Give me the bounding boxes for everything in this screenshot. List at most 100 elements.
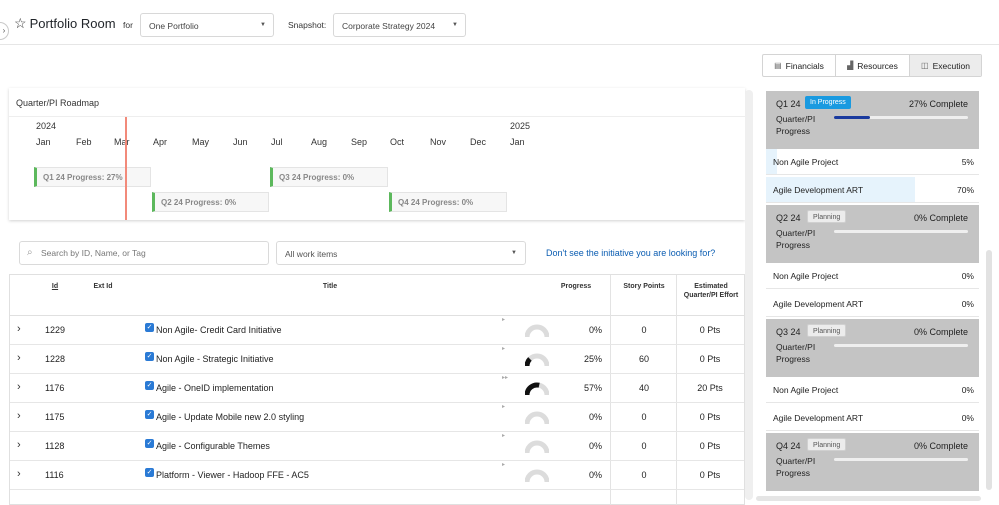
row-title-link[interactable]: Non Agile - Strategic Initiative (156, 354, 274, 364)
row-progress: 0% (588, 470, 602, 480)
project-name: Non Agile Project (773, 157, 839, 167)
expand-chevron-icon[interactable]: › (17, 352, 21, 364)
project-progress-value: 70% (956, 185, 974, 195)
row-title-link[interactable]: Agile - Update Mobile new 2.0 styling (156, 412, 305, 422)
expand-chevron-icon[interactable]: › (17, 468, 21, 480)
month-label: Nov (430, 137, 447, 147)
table-row[interactable]: › 1229 ✓ Non Agile- Credit Card Initiati… (10, 316, 744, 345)
portfolio-select[interactable]: One Portfolio ▼ (140, 13, 274, 37)
tab-execution[interactable]: ◫ Execution (910, 55, 981, 76)
quarter-card[interactable]: Q3 24 Planning 0% Complete Quarter/PI Pr… (766, 319, 979, 377)
search-input[interactable]: ⌕ Search by ID, Name, or Tag (19, 241, 269, 265)
financials-icon: ▤ (774, 61, 782, 70)
project-row[interactable]: Agile Development ART 0% (766, 291, 979, 317)
month-label: May (192, 137, 210, 147)
row-marker-icon: ▸ (502, 462, 506, 468)
table-row[interactable]: › 1128 ✓ Agile - Configurable Themes ▸ 0… (10, 432, 744, 461)
row-id: 1229 (45, 325, 66, 335)
right-pane-horizontal-scrollbar[interactable] (756, 496, 981, 501)
roadmap-bar-q3[interactable]: Q3 24 Progress: 0% (270, 167, 388, 187)
tab-financials[interactable]: ▤ Financials (763, 55, 836, 76)
initiative-type-icon: ✓ (145, 352, 154, 361)
month-label: Aug (311, 137, 328, 147)
status-badge: Planning (807, 210, 847, 223)
snapshot-select[interactable]: Corporate Strategy 2024 ▼ (333, 13, 466, 37)
caret-down-icon: ▼ (511, 250, 517, 256)
quarter-card[interactable]: Q2 24 Planning 0% Complete Quarter/PI Pr… (766, 205, 979, 263)
row-marker-icon: ▸ (502, 346, 506, 352)
roadmap-bar-q4[interactable]: Q4 24 Progress: 0% (389, 192, 507, 212)
table-row[interactable]: › 1116 ✓ Platform - Viewer - Hadoop FFE … (10, 461, 744, 490)
app-title[interactable]: ☆ Portfolio Room (14, 15, 116, 32)
bar-chart-icon: ▟ (847, 61, 854, 70)
row-title-link[interactable]: Agile - Configurable Themes (156, 441, 270, 451)
row-effort: 0 Pts (699, 354, 721, 364)
project-progress-value: 0% (961, 299, 974, 309)
snapshot-select-value: Corporate Strategy 2024 (342, 21, 436, 31)
missing-initiative-link[interactable]: Don't see the initiative you are looking… (546, 248, 716, 258)
project-row[interactable]: Non Agile Project 0% (766, 263, 979, 289)
quarter-card[interactable]: Q4 24 Planning 0% Complete Quarter/PI Pr… (766, 433, 979, 491)
row-title-link[interactable]: Platform - Viewer - Hadoop FFE - AC5 (156, 470, 309, 480)
table-row[interactable]: › 1228 ✓ Non Agile - Strategic Initiativ… (10, 345, 744, 374)
column-header-story-points[interactable]: Story Points (623, 283, 665, 290)
table-row[interactable]: › 1175 ✓ Agile - Update Mobile new 2.0 s… (10, 403, 744, 432)
roadmap-title: Quarter/PI Roadmap (16, 98, 100, 108)
left-pane-scrollbar[interactable] (745, 90, 753, 500)
quarter-progress-bar (834, 230, 968, 233)
roadmap-bar-q2[interactable]: Q2 24 Progress: 0% (152, 192, 269, 212)
roadmap-timeline[interactable]: 2024 2025 : Jan Feb Mar Apr May Jun Jul … (9, 116, 745, 220)
expand-chevron-icon[interactable]: › (17, 381, 21, 393)
tab-label: Resources (857, 60, 898, 71)
row-story-points: 0 (641, 470, 647, 480)
column-header-id[interactable]: Id (51, 283, 59, 290)
project-row[interactable]: Non Agile Project 5% (766, 149, 979, 175)
column-header-progress[interactable]: Progress (560, 283, 592, 290)
row-progress: 57% (583, 383, 602, 393)
caret-down-icon: ▼ (260, 22, 266, 28)
quarter-complete: 0% Complete (913, 441, 968, 451)
project-name: Non Agile Project (773, 271, 839, 281)
project-progress-value: 0% (961, 271, 974, 281)
month-label: Apr (153, 137, 168, 147)
row-story-points: 0 (641, 325, 647, 335)
quarter-progress-label: Quarter/PI Progress (776, 228, 816, 250)
column-header-ext-id[interactable]: Ext Id (93, 283, 113, 290)
project-row[interactable]: Agile Development ART 70% (766, 177, 979, 203)
expand-chevron-icon[interactable]: › (17, 323, 21, 335)
project-row[interactable]: Agile Development ART 0% (766, 405, 979, 431)
tab-label: Financials (785, 60, 824, 71)
view-tabs: ▤ Financials ▟ Resources ◫ Execution (762, 54, 982, 77)
tab-resources[interactable]: ▟ Resources (836, 55, 910, 76)
table-row[interactable]: › 1176 ✓ Agile - OneID implementation ▸▸… (10, 374, 744, 403)
row-title-link[interactable]: Non Agile- Credit Card Initiative (156, 325, 282, 335)
initiative-type-icon: ✓ (145, 323, 154, 332)
roadmap-bar-q1[interactable]: Q1 24 Progress: 27% (34, 167, 151, 187)
row-progress: 25% (583, 354, 602, 364)
row-title-link[interactable]: Agile - OneID implementation (156, 383, 274, 393)
initiative-type-icon: ✓ (145, 439, 154, 448)
row-id: 1116 (45, 470, 64, 480)
project-name: Agile Development ART (773, 299, 864, 309)
column-header-title[interactable]: Title (322, 283, 338, 290)
quarter-card[interactable]: Q1 24 In Progress 27% Complete Quarter/P… (766, 91, 979, 149)
sidebar-toggle-chevron-icon[interactable]: › (0, 22, 9, 40)
quarter-name: Q1 24 (776, 99, 801, 109)
expand-chevron-icon[interactable]: › (17, 410, 21, 422)
expand-chevron-icon[interactable]: › (17, 439, 21, 451)
work-items-select[interactable]: All work items ▼ (276, 241, 526, 265)
progress-gauge (525, 353, 549, 367)
progress-gauge (525, 440, 549, 454)
project-row[interactable]: Non Agile Project 0% (766, 377, 979, 403)
progress-gauge (525, 469, 549, 483)
right-pane-scrollbar[interactable] (986, 250, 992, 490)
star-icon[interactable]: ☆ (14, 15, 27, 31)
row-story-points: 0 (641, 441, 647, 451)
column-header-effort[interactable]: Estimated Quarter/PI Effort (683, 283, 739, 299)
initiative-type-icon: ✓ (145, 468, 154, 477)
row-marker-icon: ▸▸ (502, 375, 509, 381)
progress-gauge (525, 382, 549, 396)
search-placeholder: Search by ID, Name, or Tag (41, 248, 146, 258)
column-divider (610, 275, 611, 505)
execution-panel: Q1 24 In Progress 27% Complete Quarter/P… (766, 91, 979, 505)
